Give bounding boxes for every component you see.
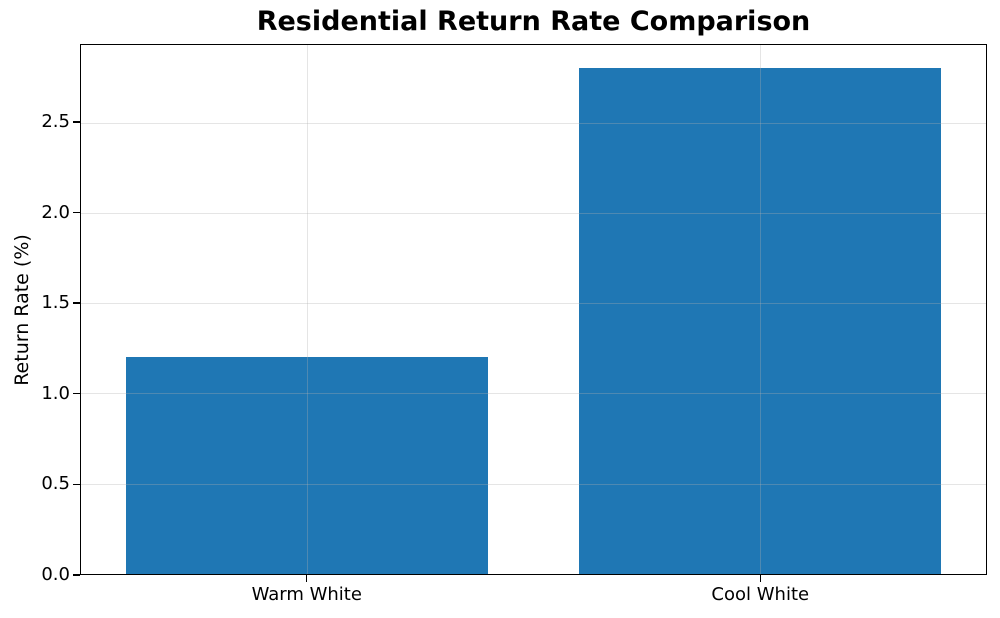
bar-warm-white bbox=[126, 357, 489, 574]
gridline-h-2.5 bbox=[81, 122, 986, 124]
bar-cool-white bbox=[578, 68, 941, 574]
gridline-h-1.0 bbox=[81, 393, 986, 395]
x-tick-label-warm-white: Warm White bbox=[251, 584, 362, 605]
gridline-h-1.5 bbox=[81, 303, 986, 305]
y-tick-label-1.0: 1.0 bbox=[41, 382, 70, 404]
gridline-v-cool-white bbox=[759, 45, 761, 574]
chart-title: Residential Return Rate Comparison bbox=[256, 6, 811, 37]
gridline-h-2.0 bbox=[81, 212, 986, 214]
gridline-h-0.5 bbox=[81, 483, 986, 485]
y-tick-mark-1.5 bbox=[73, 302, 80, 304]
y-tick-label-0.0: 0.0 bbox=[41, 564, 70, 585]
gridline-v-warm-white bbox=[307, 45, 309, 574]
y-tick-mark-0.5 bbox=[73, 483, 80, 486]
y-tick-mark-2.5 bbox=[73, 121, 80, 123]
y-tick-mark-2.0 bbox=[73, 211, 80, 214]
x-tick-mark-warm-white bbox=[306, 575, 308, 582]
y-tick-mark-1.0 bbox=[73, 393, 80, 395]
x-tick-mark-cool-white bbox=[759, 575, 761, 582]
y-tick-label-1.5: 1.5 bbox=[41, 292, 70, 314]
y-tick-label-2.0: 2.0 bbox=[41, 201, 70, 223]
plot-area bbox=[80, 44, 987, 575]
y-tick-mark-0.0 bbox=[73, 574, 80, 576]
x-tick-label-cool-white: Cool White bbox=[711, 584, 810, 605]
y-tick-label-2.5: 2.5 bbox=[41, 110, 70, 132]
y-tick-label-0.5: 0.5 bbox=[41, 473, 70, 495]
